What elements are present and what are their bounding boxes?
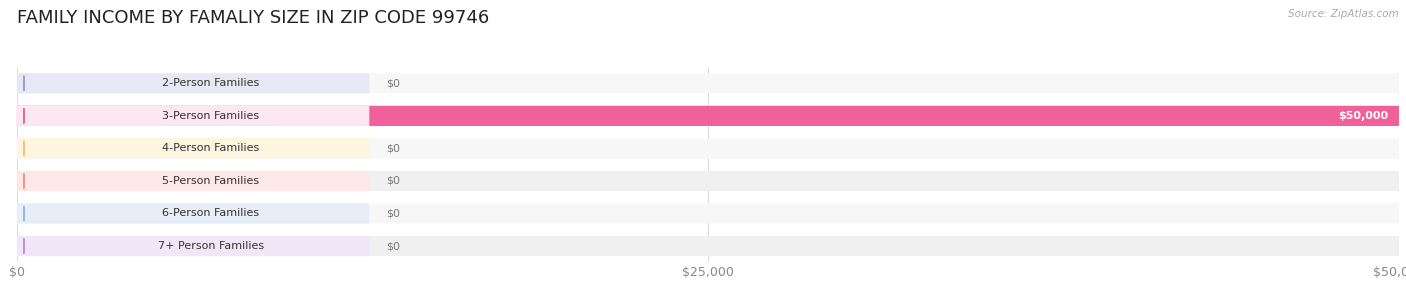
Text: FAMILY INCOME BY FAMALIY SIZE IN ZIP CODE 99746: FAMILY INCOME BY FAMALIY SIZE IN ZIP COD…: [17, 9, 489, 27]
Text: $0: $0: [385, 143, 399, 153]
Text: 3-Person Families: 3-Person Families: [162, 111, 259, 121]
FancyBboxPatch shape: [17, 138, 370, 159]
Text: $0: $0: [385, 176, 399, 186]
Text: $50,000: $50,000: [1337, 111, 1388, 121]
FancyBboxPatch shape: [17, 203, 370, 224]
Text: Source: ZipAtlas.com: Source: ZipAtlas.com: [1288, 9, 1399, 19]
Text: 6-Person Families: 6-Person Families: [162, 209, 259, 218]
FancyBboxPatch shape: [17, 138, 1399, 159]
Text: $0: $0: [385, 78, 399, 88]
FancyBboxPatch shape: [17, 106, 1399, 126]
Text: $0: $0: [385, 209, 399, 218]
FancyBboxPatch shape: [17, 236, 1399, 256]
FancyBboxPatch shape: [17, 203, 1399, 224]
FancyBboxPatch shape: [17, 236, 370, 256]
FancyBboxPatch shape: [17, 73, 370, 93]
FancyBboxPatch shape: [17, 106, 370, 126]
FancyBboxPatch shape: [17, 171, 370, 191]
FancyBboxPatch shape: [17, 73, 1399, 93]
FancyBboxPatch shape: [17, 171, 1399, 191]
Text: 4-Person Families: 4-Person Families: [162, 143, 259, 153]
Text: 7+ Person Families: 7+ Person Families: [157, 241, 264, 251]
Text: 2-Person Families: 2-Person Families: [162, 78, 259, 88]
Text: 5-Person Families: 5-Person Families: [162, 176, 259, 186]
FancyBboxPatch shape: [17, 106, 1399, 126]
Text: $0: $0: [385, 241, 399, 251]
